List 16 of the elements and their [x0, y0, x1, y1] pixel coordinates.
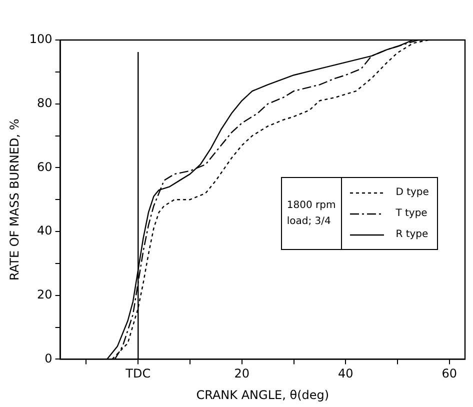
y-tick-label: 100: [29, 32, 52, 46]
x-tick-label: 40: [338, 366, 354, 381]
x-tick-label: 20: [234, 366, 250, 381]
legend-title: 1800 rpm load; 3/4: [286, 198, 336, 229]
x-tick-label: TDC: [124, 366, 151, 381]
y-tick-label: 40: [37, 224, 52, 238]
x-axis-title: CRANK ANGLE, θ(deg): [196, 388, 330, 402]
legend-label: T type: [396, 208, 428, 220]
x-tick-label: 60: [442, 366, 458, 381]
y-tick-label: 0: [44, 351, 52, 366]
y-axis-title: RATE OF MASS BURNED, %: [7, 118, 22, 281]
y-tick-label: 20: [37, 287, 52, 302]
y-tick-label: 80: [37, 96, 52, 110]
legend-label: D type: [396, 187, 429, 198]
legend-label: R type: [396, 229, 428, 240]
y-tick-label: 60: [37, 160, 52, 174]
